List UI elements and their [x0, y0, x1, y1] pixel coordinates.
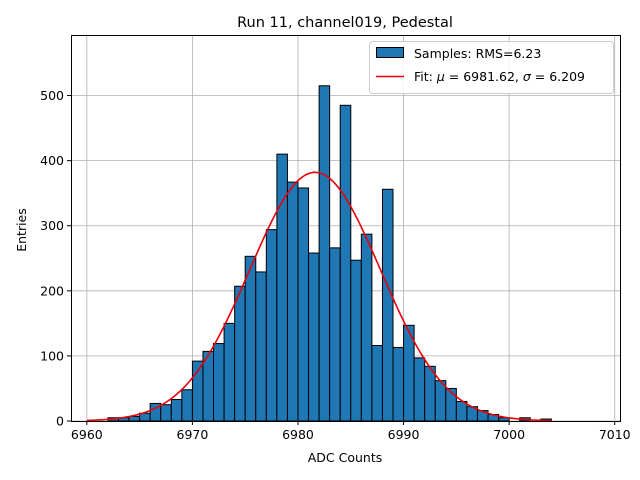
x-tick-label: 6960	[71, 427, 103, 442]
histogram-bar	[297, 187, 310, 422]
gaussian-fit-curve	[86, 171, 552, 422]
histogram-bar	[244, 255, 257, 422]
histogram-bar	[181, 389, 193, 422]
histogram-bar	[424, 365, 436, 422]
y-axis-label: Entries	[14, 208, 29, 252]
legend-box	[369, 41, 614, 94]
histogram-bar	[381, 188, 394, 422]
histogram-bar	[339, 104, 352, 422]
y-tick-label: 200	[40, 283, 64, 298]
histogram-bar	[223, 322, 236, 422]
x-axis-ticks: 6960 6970 6980 6990 7000 7010	[71, 421, 631, 442]
histogram-bar	[371, 344, 383, 422]
histogram-bar	[170, 399, 183, 422]
legend: Samples: RMS=6.23 Fit: μ = 6981.62, σ = …	[369, 41, 614, 94]
x-tick-label: 7000	[493, 427, 525, 442]
plot-frame	[71, 35, 621, 422]
histogram-bar	[308, 252, 320, 422]
histogram-bar	[213, 343, 225, 422]
y-tick-label: 100	[40, 348, 64, 363]
y-tick-label: 0	[56, 414, 64, 429]
fit-curve-layer	[86, 171, 552, 422]
legend-fit-label: Fit: μ = 6981.62, σ = 6.209	[414, 69, 585, 84]
x-tick-label: 6990	[388, 427, 420, 442]
histogram-bar	[360, 233, 373, 422]
histogram-bar	[276, 153, 288, 422]
histogram-bar	[445, 387, 457, 422]
histogram-bar	[286, 181, 299, 422]
histogram-bar	[255, 271, 267, 422]
histogram-bar	[413, 357, 426, 422]
y-tick-label: 300	[40, 218, 64, 233]
histogram-bar	[234, 285, 246, 422]
y-tick-label: 500	[40, 88, 64, 103]
x-tick-label: 6980	[282, 427, 314, 442]
x-tick-label: 6970	[177, 427, 209, 442]
histogram-bar	[128, 415, 141, 422]
legend-histogram-swatch	[376, 47, 404, 58]
x-tick-label: 7010	[599, 427, 631, 442]
histogram-bar	[160, 404, 172, 422]
y-axis-ticks: 0 100 200 300 400 500	[40, 88, 71, 429]
chart-title: Run 11, channel019, Pedestal	[237, 15, 453, 31]
histogram-bars	[107, 85, 552, 422]
y-tick-label: 400	[40, 153, 64, 168]
histogram-bar	[265, 229, 278, 422]
x-axis-label: ADC Counts	[308, 450, 383, 465]
histogram-bar	[434, 380, 447, 422]
legend-histogram-label: Samples: RMS=6.23	[414, 46, 541, 61]
histogram-bar	[392, 346, 405, 422]
histogram-bar	[318, 85, 331, 422]
histogram-bar	[329, 247, 341, 422]
histogram-bar	[455, 400, 468, 422]
histogram-bar	[350, 259, 362, 422]
